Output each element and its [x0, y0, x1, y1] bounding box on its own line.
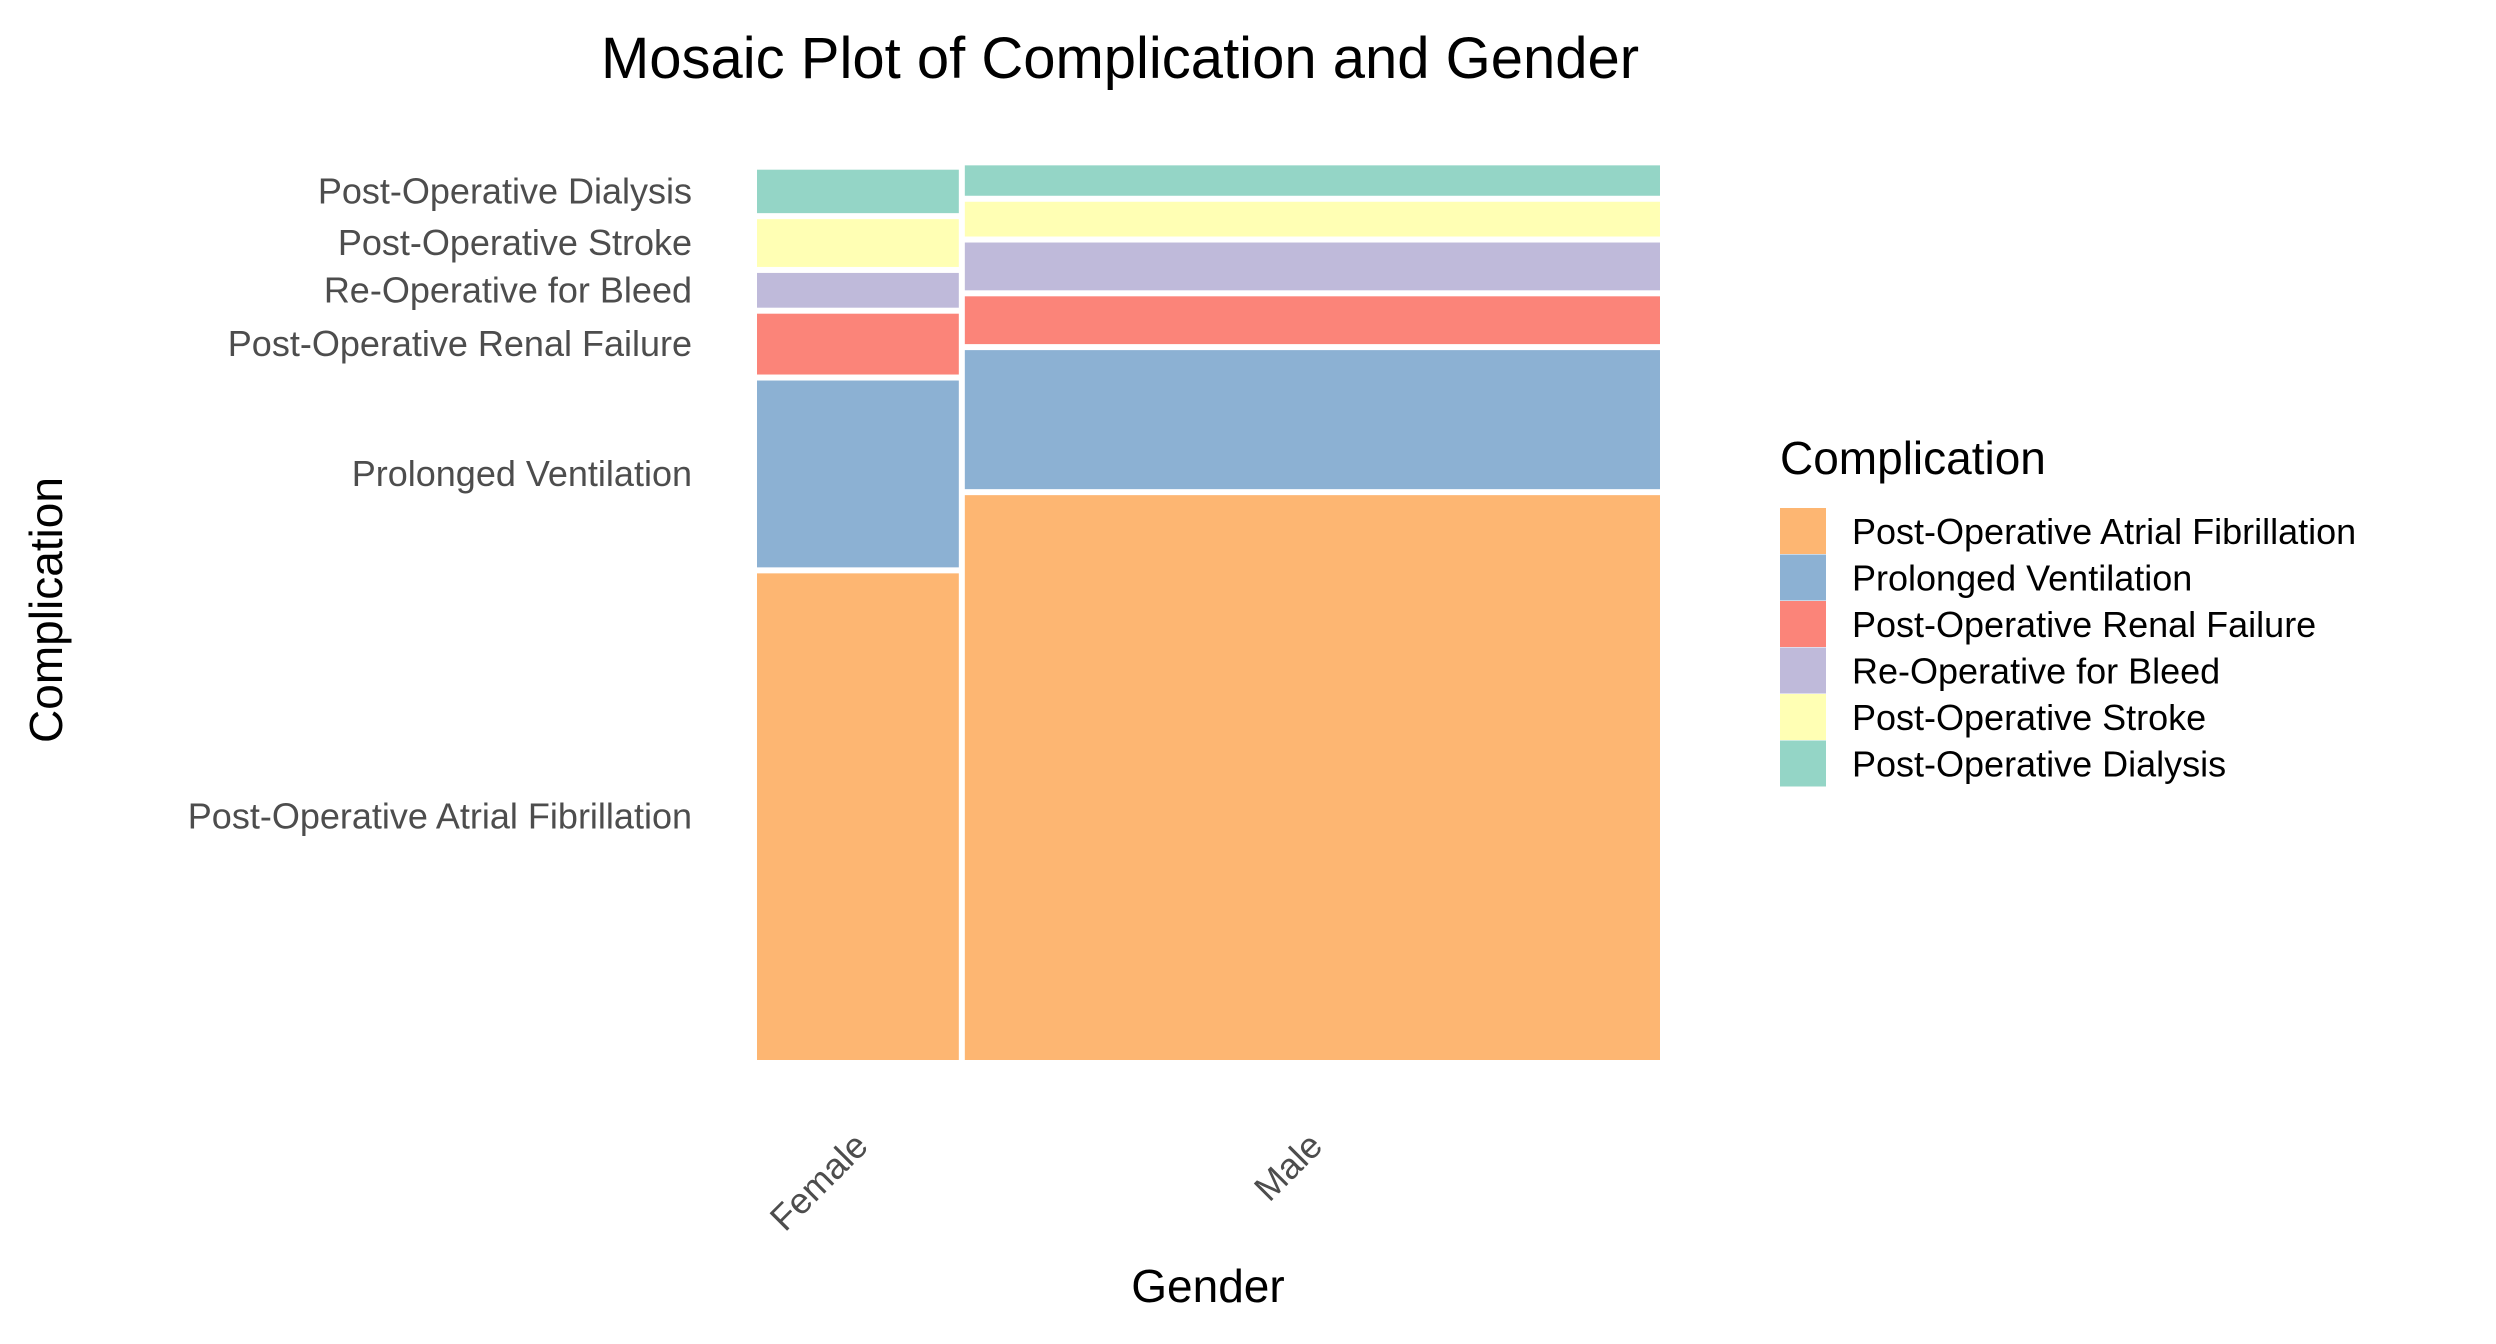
- y-tick-label: Post-Operative Dialysis: [318, 170, 692, 211]
- x-tick-label: Male: [1246, 1125, 1330, 1209]
- y-tick-label: Post-Operative Atrial Fibrillation: [188, 796, 692, 837]
- tile-female-5: [757, 169, 959, 214]
- y-tick-label: Prolonged Ventilation: [352, 453, 692, 494]
- legend-title: Complication: [1780, 432, 2046, 484]
- tile-female-0: [757, 573, 959, 1060]
- tile-female-4: [757, 219, 959, 267]
- legend-key: [1780, 694, 1826, 740]
- legend-label: Prolonged Ventilation: [1852, 558, 2192, 599]
- legend-key: [1780, 647, 1826, 694]
- y-tick-label: Re-Operative for Bleed: [324, 269, 692, 310]
- legend-label: Re-Operative for Bleed: [1852, 651, 2220, 692]
- legend: Complication Post-Operative Atrial Fibri…: [1780, 432, 2356, 787]
- mosaic-tiles: [757, 165, 1660, 1060]
- legend-key: [1780, 554, 1826, 601]
- x-tick-label: Female: [762, 1125, 876, 1239]
- tile-female-3: [757, 272, 959, 308]
- legend-label: Post-Operative Atrial Fibrillation: [1852, 511, 2356, 552]
- y-tick-label: Post-Operative Stroke: [338, 222, 692, 263]
- y-axis-title: Complication: [20, 477, 72, 743]
- legend-label: Post-Operative Stroke: [1852, 697, 2206, 738]
- tile-male-2: [964, 296, 1660, 345]
- tile-male-0: [964, 495, 1660, 1060]
- y-tick-label: Post-Operative Renal Failure: [228, 323, 692, 364]
- tile-male-5: [964, 165, 1660, 196]
- tile-female-1: [757, 380, 959, 568]
- tile-male-1: [964, 350, 1660, 490]
- legend-label: Post-Operative Dialysis: [1852, 744, 2226, 785]
- tile-female-2: [757, 313, 959, 375]
- tile-male-3: [964, 242, 1660, 291]
- legend-items: Post-Operative Atrial Fibrillation Prolon…: [1780, 508, 2356, 787]
- y-axis-ticks: Post-Operative Atrial Fibrillation Prolon…: [188, 170, 692, 836]
- legend-key: [1780, 508, 1826, 554]
- chart-title: Mosaic Plot of Complication and Gender: [601, 26, 1639, 91]
- x-axis-ticks: Female Male: [762, 1125, 1330, 1239]
- legend-key: [1780, 740, 1826, 787]
- x-axis-title: Gender: [1131, 1260, 1284, 1312]
- legend-label: Post-Operative Renal Failure: [1852, 604, 2316, 645]
- tile-male-4: [964, 201, 1660, 237]
- legend-key: [1780, 601, 1826, 647]
